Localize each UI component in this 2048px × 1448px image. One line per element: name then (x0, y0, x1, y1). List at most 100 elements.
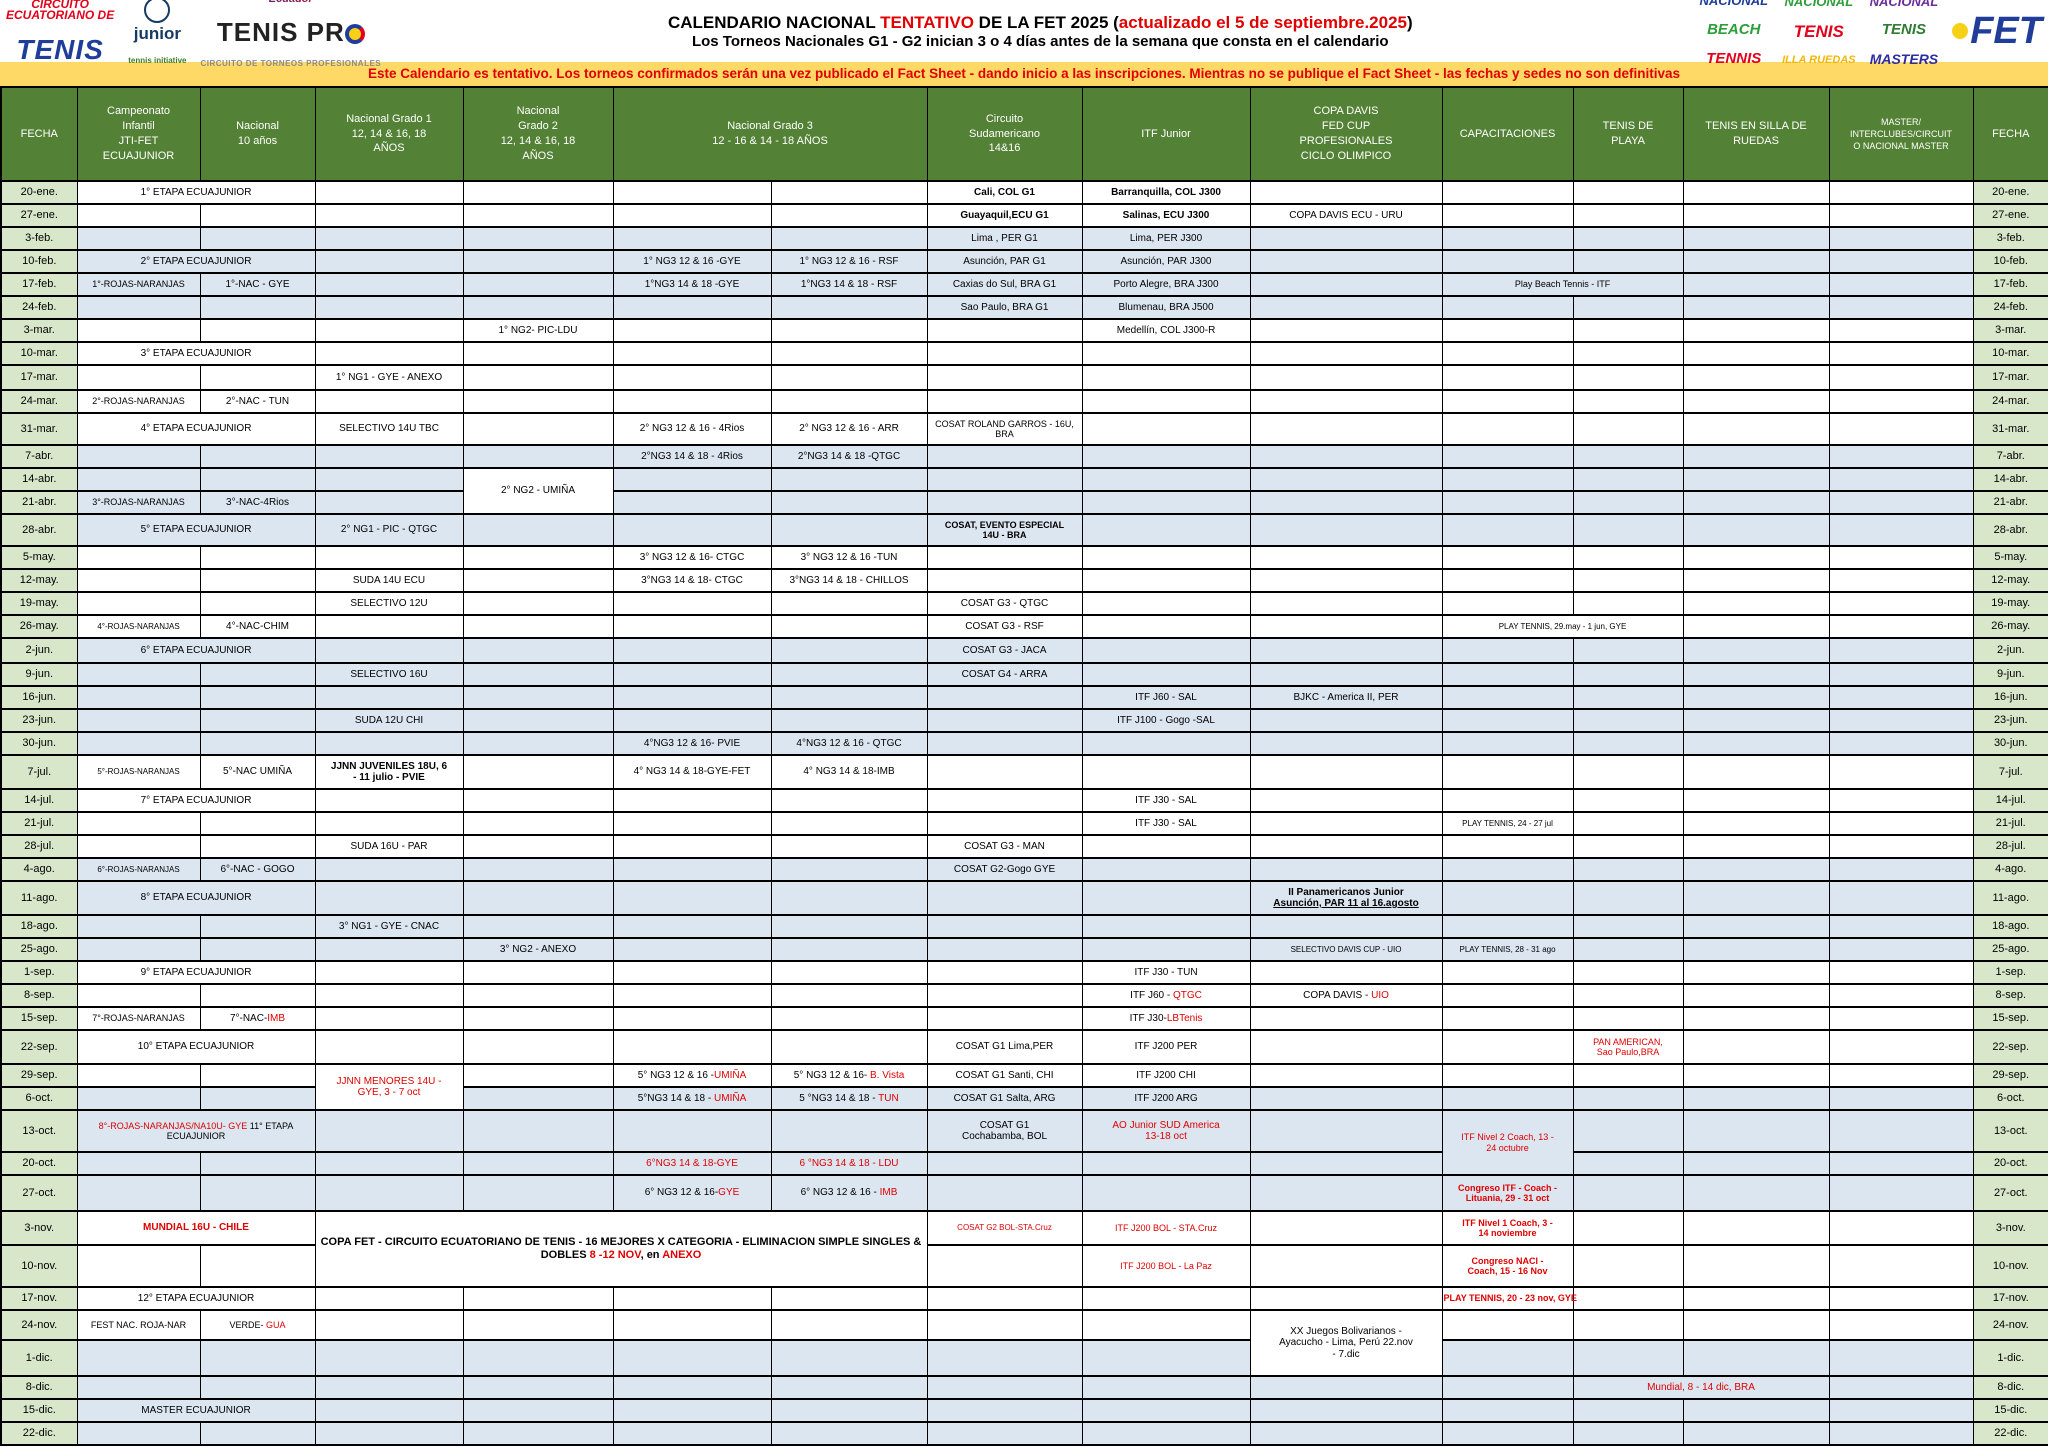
event-cell (314, 226, 464, 251)
event-cell (76, 295, 201, 320)
column-header-capac: CAPACITACIONES (1441, 86, 1574, 182)
date-cell: 27-ene. (0, 203, 78, 228)
event-cell (1249, 389, 1443, 414)
calendar-row: 4-ago. 6°-ROJAS-NARANJAS 6°-NAC - GOGO COSA… (0, 857, 2048, 882)
event-cell: 9° ETAPA ECUAJUNIOR (76, 960, 316, 985)
event-cell (1081, 880, 1251, 916)
event-cell (1572, 341, 1684, 366)
date-cell: 10-feb. (0, 249, 78, 274)
event-cell (314, 614, 464, 639)
date-cell: 3-mar. (0, 318, 78, 343)
event-cell: 3° NG3 12 & 16- CTGC (612, 545, 772, 570)
event-cell (1081, 412, 1251, 446)
event-cell (76, 834, 201, 859)
event-cell (1572, 1421, 1684, 1446)
event-cell (462, 754, 614, 790)
calendar-row: 1-sep. 9° ETAPA ECUAJUNIOR ITF J30 - TUN 1-… (0, 960, 2048, 985)
event-cell: Lima, PER J300 (1081, 226, 1251, 251)
date-cell: 25-ago. (1972, 937, 2048, 962)
page-subtitle: Los Torneos Nacionales G1 - G2 inician 3… (691, 32, 1389, 50)
event-cell: 5 °NG3 14 & 18 - TUN (770, 1086, 928, 1111)
event-cell: 2° NG3 12 & 16 - 4Rios (612, 412, 772, 446)
event-cell: 12° ETAPA ECUAJUNIOR (76, 1286, 316, 1311)
event-cell (1572, 568, 1684, 593)
event-cell (462, 545, 614, 570)
event-cell (1081, 662, 1251, 687)
event-cell (199, 1063, 316, 1088)
calendar-row: 27-oct. 6° NG3 12 & 16-GYE 6° NG3 12 & 16 … (0, 1174, 2048, 1212)
calendar-row: 3-feb. Lima , PER G1 Lima, PER J300 3-feb. (0, 226, 2048, 251)
calendar-row: 14-abr. 2° NG2 - UMIÑA 14-abr. (0, 467, 2048, 515)
event-cell: 6° NG3 12 & 16 - IMB (770, 1174, 928, 1212)
event-cell (314, 1339, 464, 1377)
event-cell (462, 1174, 614, 1212)
event-cell (770, 708, 928, 733)
date-cell: 7-abr. (0, 444, 78, 469)
event-cell (199, 811, 316, 836)
event-cell: ITF J200 CHI (1081, 1063, 1251, 1088)
event-cell (1572, 1339, 1684, 1377)
event-cell (1249, 960, 1443, 985)
fet-logo: FET (1952, 12, 2042, 50)
event-cell (1249, 614, 1443, 639)
event-cell (770, 880, 928, 916)
event-cell (1081, 1309, 1251, 1341)
calendar-row: 10-nov. ITF J200 BOL - La Paz Congreso NAC… (0, 1244, 2048, 1288)
event-cell: 8° ETAPA ECUAJUNIOR (76, 880, 316, 916)
event-cell (462, 731, 614, 756)
event-cell (1249, 490, 1443, 515)
nacional-tenis-masters-logo: NACIONAL TENIS MASTERS (1869, 0, 1939, 67)
event-cell (926, 1375, 1083, 1400)
event-cell (926, 1286, 1083, 1311)
nacional-beach-tennis-logo: NACIONAL BEACH TENNIS (1699, 0, 1769, 68)
event-cell (199, 937, 316, 962)
event-cell (462, 1339, 614, 1377)
event-cell: Caxias do Sul, BRA G1 (926, 272, 1083, 297)
date-cell: 17-feb. (1972, 272, 2048, 297)
event-cell (76, 318, 201, 343)
event-cell (462, 880, 614, 916)
column-header-davis: COPA DAVIS FED CUP PROFESIONALES CICLO O… (1249, 86, 1443, 182)
event-cell: 1°-NAC - GYE (199, 272, 316, 297)
event-cell (1572, 708, 1684, 733)
event-cell (612, 960, 772, 985)
event-cell (926, 545, 1083, 570)
event-cell: 2° NG2 - UMIÑA (462, 467, 614, 515)
calendar-row: 31-mar. 4° ETAPA ECUAJUNIOR SELECTIVO 14U … (0, 412, 2048, 446)
event-cell: 2°-NAC - TUN (199, 389, 316, 414)
event-cell (1081, 545, 1251, 570)
calendar-row: 18-ago. 3° NG1 - GYE - CNAC 18-ago. (0, 914, 2048, 939)
event-cell (314, 1375, 464, 1400)
event-cell: 3°-ROJAS-NARANJAS (76, 490, 201, 515)
event-cell (612, 880, 772, 916)
event-cell: COSAT G3 - RSF (926, 614, 1083, 639)
event-cell (1441, 1029, 1574, 1065)
event-cell (1682, 937, 1830, 962)
event-cell (1572, 249, 1684, 274)
event-cell (1682, 1063, 1830, 1088)
calendar-row: 1-dic. 1-dic. (0, 1339, 2048, 1377)
event-cell (1828, 1375, 1974, 1400)
event-cell (462, 226, 614, 251)
date-cell: 23-jun. (1972, 708, 2048, 733)
event-cell (770, 1398, 928, 1423)
event-cell: 6° ETAPA ECUAJUNIOR (76, 637, 316, 664)
event-cell: COSAT G2-Gogo GYE (926, 857, 1083, 882)
date-cell: 28-jul. (0, 834, 78, 859)
event-cell: MUNDIAL 16U - CHILE (76, 1210, 316, 1246)
event-cell (1828, 341, 1974, 366)
event-cell (1828, 637, 1974, 664)
event-cell (770, 1029, 928, 1065)
event-cell (1828, 937, 1974, 962)
event-cell (1572, 1244, 1684, 1288)
event-cell (770, 180, 928, 205)
event-cell (1441, 914, 1574, 939)
header-row: FECHA Campeonato Infantil JTI-FET ECUAJUN… (0, 86, 2048, 182)
event-cell (1572, 685, 1684, 710)
event-cell (1828, 545, 1974, 570)
event-cell (1572, 983, 1684, 1008)
event-cell (199, 1375, 316, 1400)
event-cell (1249, 318, 1443, 343)
event-cell (462, 1151, 614, 1176)
event-cell: SUDA 14U ECU (314, 568, 464, 593)
